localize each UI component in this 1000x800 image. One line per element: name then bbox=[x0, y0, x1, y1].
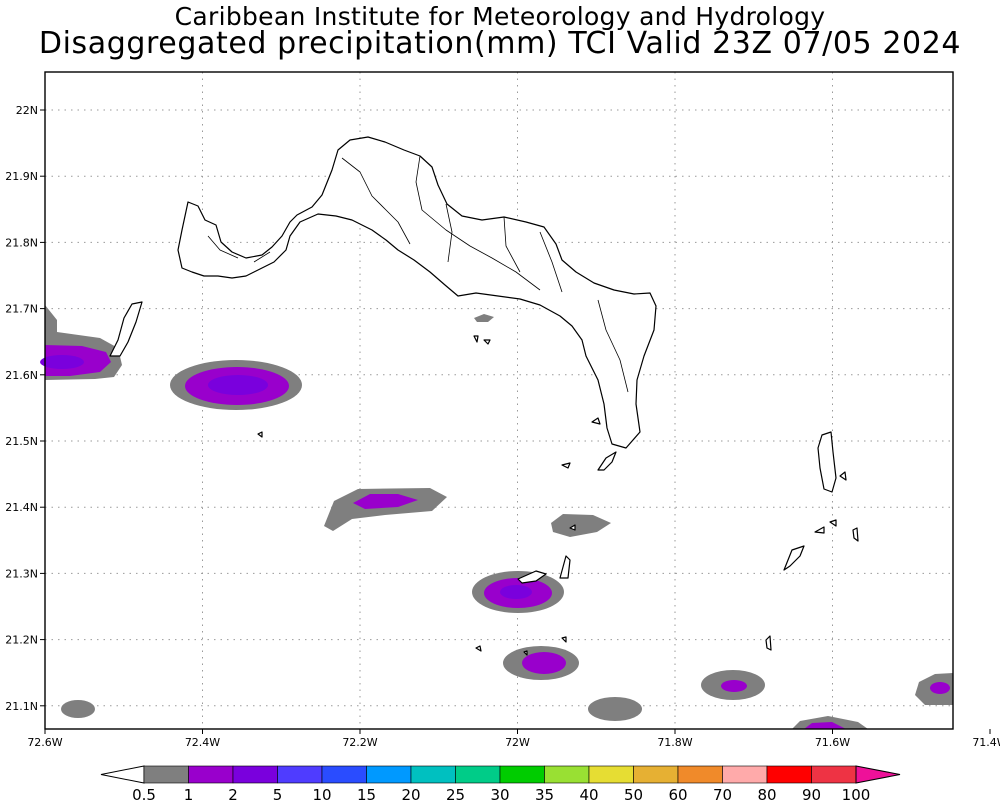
colorbar-label: 90 bbox=[802, 786, 821, 800]
island-ne-1 bbox=[814, 526, 825, 534]
island-mid-3 bbox=[569, 524, 576, 531]
colorbar-label: 100 bbox=[842, 786, 871, 800]
lon-tick-label: 71.8W bbox=[657, 736, 692, 749]
grand-turk bbox=[817, 431, 837, 493]
colorbar-over-arrow bbox=[855, 765, 901, 784]
island-ne-4 bbox=[829, 519, 837, 527]
colorbar-swatch bbox=[499, 765, 545, 784]
island-ne-2 bbox=[852, 527, 859, 542]
salt-cay bbox=[783, 545, 805, 571]
colorbar-swatch bbox=[588, 765, 634, 784]
title-line-2: Disaggregated precipitation(mm) TCI Vali… bbox=[38, 26, 962, 61]
caicos-bank-islands bbox=[177, 136, 657, 449]
island-mid-1 bbox=[517, 570, 547, 584]
lat-tick-label: 21.2N bbox=[5, 634, 38, 647]
precip-violet-core-3 bbox=[40, 355, 84, 369]
axis-ticks: 72.6W72.4W72.2W72W71.8W71.6W71.4W71.2W71… bbox=[5, 104, 1000, 749]
precip-grey-cell-2 bbox=[324, 488, 447, 531]
title-line-1: Caribbean Institute for Meteorology and … bbox=[174, 2, 826, 31]
colorbar-swatch bbox=[188, 765, 234, 784]
island-ne-3 bbox=[839, 471, 847, 481]
lon-tick-label: 71.6W bbox=[815, 736, 850, 749]
lat-tick-label: 21.9N bbox=[5, 170, 38, 183]
colorbar-swatch bbox=[722, 765, 768, 784]
colorbar-swatch bbox=[143, 765, 189, 784]
island-south-1 bbox=[597, 451, 617, 471]
precip-violet-core-1 bbox=[208, 375, 268, 395]
colorbar-label: 0.5 bbox=[132, 786, 156, 800]
lat-tick-label: 21.4N bbox=[5, 501, 38, 514]
colorbar-swatch bbox=[321, 765, 367, 784]
colorbar-swatch bbox=[633, 765, 679, 784]
lat-tick-label: 21.7N bbox=[5, 303, 38, 316]
precip-purple-cell-6 bbox=[721, 680, 747, 692]
colorbar-swatch bbox=[455, 765, 501, 784]
colorbar-swatch bbox=[277, 765, 323, 784]
island-speck-5 bbox=[561, 636, 567, 643]
island-ne-5 bbox=[765, 635, 772, 651]
west-caicos-strip bbox=[109, 301, 143, 357]
precip-grey-cell-8 bbox=[588, 697, 642, 721]
colorbar-label: 60 bbox=[668, 786, 687, 800]
colorbar-swatch bbox=[677, 765, 723, 784]
precipitation-field bbox=[40, 305, 953, 729]
island-speck-1 bbox=[257, 431, 263, 438]
precip-grey-cell-3 bbox=[551, 514, 611, 537]
colorbar-swatch bbox=[766, 765, 812, 784]
map-frame bbox=[44, 71, 954, 730]
colorbar-label: 15 bbox=[357, 786, 376, 800]
lat-tick-label: 21.5N bbox=[5, 435, 38, 448]
island-speck-6 bbox=[523, 650, 528, 656]
colorbar-label: 40 bbox=[579, 786, 598, 800]
colorbar-swatch bbox=[544, 765, 590, 784]
colorbar-swatch bbox=[232, 765, 278, 784]
colorbar-swatch bbox=[410, 765, 456, 784]
island-south-2 bbox=[561, 462, 571, 469]
precip-purple-cell-7 bbox=[930, 682, 950, 694]
lat-tick-label: 21.8N bbox=[5, 236, 38, 249]
turks-caicos-coastlines bbox=[109, 136, 859, 656]
colorbar-swatch bbox=[366, 765, 412, 784]
colorbar-label: 30 bbox=[490, 786, 509, 800]
island-speck-4 bbox=[475, 645, 482, 652]
lon-tick-label: 72W bbox=[505, 736, 530, 749]
caicos-inner-boundary-1 bbox=[207, 155, 629, 393]
lon-tick-label: 72.2W bbox=[342, 736, 377, 749]
colorbar-label: 2 bbox=[228, 786, 238, 800]
island-speck-3 bbox=[483, 339, 491, 345]
lat-lon-grid bbox=[45, 72, 953, 729]
colorbar-label: 35 bbox=[535, 786, 554, 800]
lon-tick-label: 72.6W bbox=[27, 736, 62, 749]
precip-violet-core-2 bbox=[500, 585, 532, 599]
colorbar-label: 10 bbox=[312, 786, 331, 800]
precip-purple-cell-2 bbox=[353, 494, 418, 509]
colorbar-label: 1 bbox=[184, 786, 194, 800]
colorbar-under-arrow bbox=[100, 765, 145, 784]
lat-tick-label: 21.1N bbox=[5, 700, 38, 713]
colorbar-label: 20 bbox=[401, 786, 420, 800]
colorbar-swatch bbox=[811, 765, 857, 784]
colorbar: 0.5 1 2 5 10 15 20 25 30 35 40 50 60 70 80 90 100 bbox=[100, 765, 901, 800]
precip-grey-cell-9 bbox=[61, 700, 95, 718]
precip-purple-cell-10 bbox=[804, 722, 846, 729]
island-mid-2 bbox=[559, 555, 571, 579]
lat-tick-label: 21.6N bbox=[5, 369, 38, 382]
island-south-3 bbox=[591, 417, 601, 425]
precip-grey-speck bbox=[474, 314, 494, 322]
lon-tick-label: 71.4W bbox=[972, 736, 1000, 749]
lon-tick-label: 72.4W bbox=[185, 736, 220, 749]
colorbar-label: 50 bbox=[624, 786, 643, 800]
lat-tick-label: 22N bbox=[16, 104, 38, 117]
precip-purple-cell-5 bbox=[522, 652, 566, 674]
colorbar-label: 25 bbox=[446, 786, 465, 800]
island-speck-2 bbox=[473, 335, 479, 343]
lat-tick-label: 21.3N bbox=[5, 567, 38, 580]
colorbar-label: 80 bbox=[757, 786, 776, 800]
colorbar-label: 70 bbox=[713, 786, 732, 800]
colorbar-label: 5 bbox=[273, 786, 283, 800]
